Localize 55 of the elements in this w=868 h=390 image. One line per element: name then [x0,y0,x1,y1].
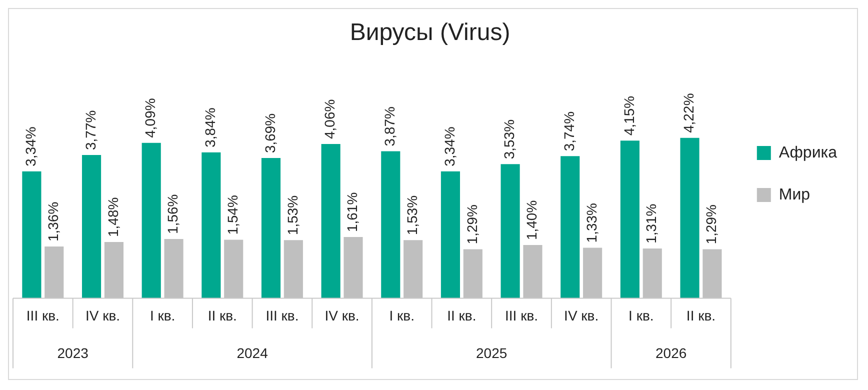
data-label: 3,69% [262,113,278,154]
x-tick-label: I кв. [389,307,414,324]
data-label: 4,09% [142,98,158,138]
text: 2023 [57,345,89,362]
data-label: 1,29% [464,204,480,244]
bar [560,156,580,298]
data-label: 3,34% [441,126,458,166]
data-label: 1,36% [44,202,61,242]
data-label: 1,54% [224,195,240,235]
bar [82,155,102,298]
x-tick-label: IV кв. [564,307,599,324]
data-label: 3,77% [82,110,98,150]
data-label: 3,87% [382,106,398,146]
bar [22,171,42,298]
text: 2026 [655,345,687,362]
data-label: 1,61% [344,192,360,232]
x-tick-label: IV кв. [85,307,120,324]
x-tick-label: III кв. [505,307,538,324]
data-label: 1,56% [164,194,181,234]
legend-label: Африка [778,144,838,162]
bar [381,151,400,298]
bar [620,140,640,298]
bar [500,164,520,298]
x-tick-label: II кв. [208,307,237,324]
bar [261,158,281,298]
data-label: 1,53% [284,195,300,236]
bar [440,171,460,298]
x-tick-label: IV кв. [324,307,360,324]
x-tick-label: III кв. [26,307,60,324]
chart-title: Вирусы (Virus) [350,19,510,46]
bar [202,152,221,298]
bar [680,138,700,298]
bar [142,142,161,298]
legend-label: Мир [778,186,810,204]
data-label: 1,48% [104,197,121,237]
x-tick-label: II кв. [447,307,476,324]
x-tick-label: III кв. [266,307,299,324]
data-label: 1,29% [703,204,720,244]
x-tick-label: II кв. [686,307,716,324]
x-tick-label: I кв. [150,307,176,324]
data-label: 4,06% [322,99,338,140]
data-label: 1,40% [524,200,540,240]
text: 2024 [236,345,268,362]
x-tick-label: I кв. [628,307,654,324]
bar [321,144,340,298]
data-label: 3,53% [501,119,518,160]
text: 2025 [476,345,508,362]
data-label: 4,15% [620,96,637,136]
data-label: 1,53% [404,195,420,236]
data-label: 3,84% [202,108,218,148]
data-label: 3,74% [560,111,577,152]
data-label: 4,22% [680,93,697,133]
data-label: 3,34% [22,126,39,166]
data-label: 1,31% [643,204,660,244]
data-label: 1,33% [583,202,600,243]
